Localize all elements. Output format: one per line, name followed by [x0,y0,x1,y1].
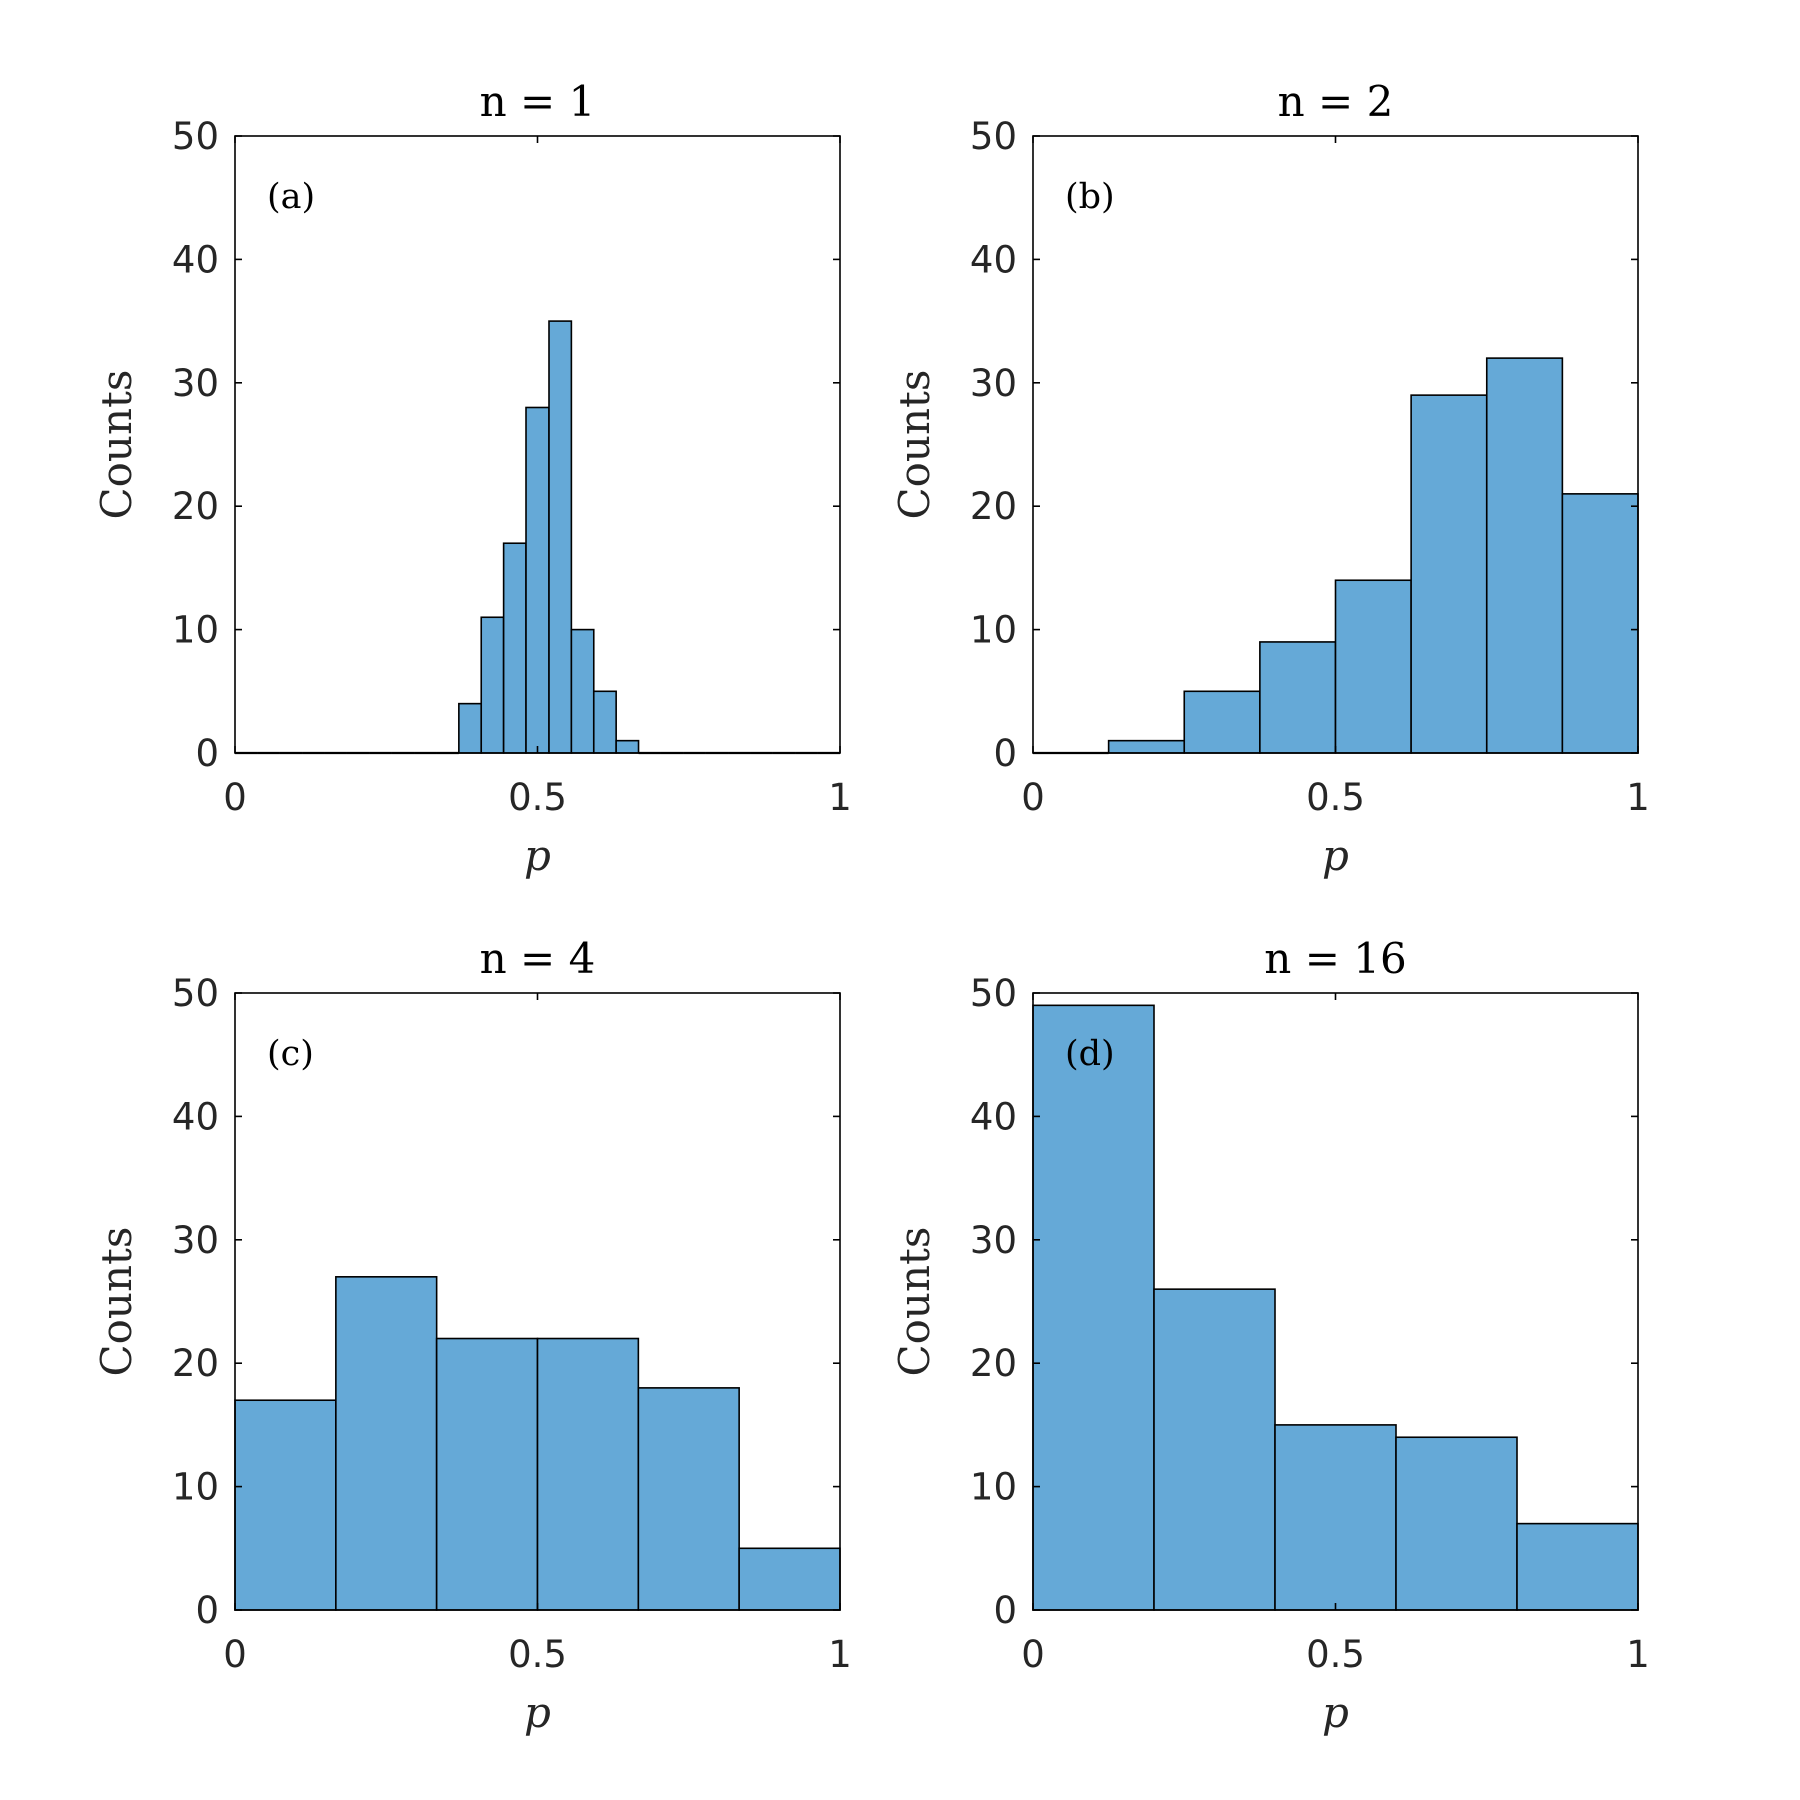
y-axis-label: Counts [890,1227,939,1377]
y-tick-label: 40 [970,1095,1017,1138]
panel-label: (b) [1065,177,1115,217]
histogram-bar [1410,394,1488,754]
y-tick-label: 0 [993,732,1017,775]
y-tick-label: 0 [993,1589,1017,1632]
y-tick-label: 50 [172,972,219,1015]
histogram-bar [738,1547,841,1611]
histogram-bar [335,1276,438,1611]
histogram-bar [1032,1004,1155,1611]
x-axis-label: p [1322,1688,1349,1737]
y-tick-label: 50 [172,115,219,158]
panel-title: n = 1 [480,77,596,126]
x-tick-label: 0.5 [508,776,567,819]
histogram-bar [525,406,550,754]
y-tick-label: 10 [970,609,1017,652]
y-tick-label: 20 [970,1342,1017,1385]
y-tick-label: 20 [970,485,1017,528]
panel-b: 0 10 20 30 40 50 0 0.5 1 p Counts n = 2 (b) [890,77,1650,880]
histogram-bar [1334,579,1412,754]
x-tick-label: 0 [1021,1633,1045,1676]
histogram-bar [1274,1424,1397,1611]
x-tick-label: 0.5 [1306,1633,1365,1676]
panel-title: n = 2 [1278,77,1394,126]
histogram-bar [1395,1436,1518,1611]
histogram-bar [480,616,505,754]
y-tick-label: 0 [195,1589,219,1632]
y-tick-label: 30 [970,362,1017,405]
histogram-bar [1107,739,1186,754]
x-axis-label: p [524,1688,551,1737]
y-tick-label: 20 [172,1342,219,1385]
panel-d: 0 10 20 30 40 50 0 0.5 1 p Counts n = 16 (d) [890,934,1650,1737]
y-tick-label: 10 [970,1466,1017,1509]
histogram-bar [1516,1522,1639,1611]
histogram-bar [1259,641,1337,754]
histogram-bar [1153,1288,1276,1611]
panel-label: (c) [267,1034,314,1074]
histogram-bar [1485,357,1564,754]
y-tick-label: 50 [970,972,1017,1015]
x-tick-label: 1 [828,776,852,819]
x-tick-label: 1 [828,1633,852,1676]
x-tick-label: 0.5 [1306,776,1365,819]
histogram-bar [536,1337,640,1611]
y-tick-label: 20 [172,485,219,528]
y-axis-label: Counts [92,1227,141,1377]
histogram-bar [1561,493,1639,754]
y-tick-label: 40 [172,1095,219,1138]
x-tick-label: 0.5 [508,1633,567,1676]
y-tick-label: 30 [970,1219,1017,1262]
y-tick-label: 30 [172,1219,219,1262]
y-tick-label: 10 [172,1466,219,1509]
x-tick-label: 1 [1626,1633,1650,1676]
x-axis-label: p [1322,831,1349,880]
y-axis-label: Counts [92,370,141,520]
x-tick-label: 0 [223,776,247,819]
y-tick-label: 40 [172,238,219,281]
panel-c: 0 10 20 30 40 50 0 0.5 1 p Counts n = 4 (c) [92,934,852,1737]
histogram-bar [1183,690,1261,754]
x-tick-label: 0 [1021,776,1045,819]
x-tick-label: 0 [223,1633,247,1676]
panel-title: n = 4 [480,934,596,983]
panel-a: 0 10 20 30 40 50 0 0.5 1 p Counts n = 1 (a) [92,77,852,880]
histogram-bar [548,320,573,754]
panel-label: (a) [267,177,315,217]
y-axis-label: Counts [890,370,939,520]
y-tick-label: 50 [970,115,1017,158]
panel-title: n = 16 [1264,934,1406,983]
histogram-bar [615,739,640,754]
x-axis-label: p [524,831,551,880]
histogram-bar [570,628,595,754]
histogram-bar [458,702,483,754]
y-tick-label: 10 [172,609,219,652]
panel-label: (d) [1065,1034,1115,1074]
x-tick-label: 1 [1626,776,1650,819]
histogram-bar [592,690,617,754]
histogram-bar [234,1399,337,1611]
histogram-bar [435,1337,539,1611]
y-tick-label: 40 [970,238,1017,281]
histogram-bar [502,542,527,754]
histogram-bar [637,1387,740,1611]
y-tick-label: 30 [172,362,219,405]
y-tick-label: 0 [195,732,219,775]
